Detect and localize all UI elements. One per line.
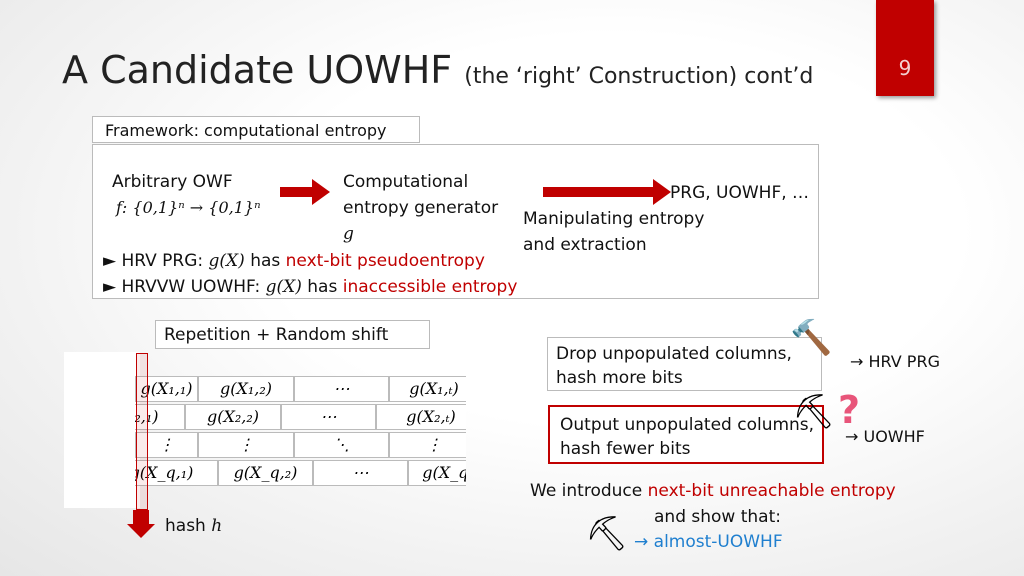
arrow-down-icon xyxy=(133,510,149,524)
table-cell: g(X₁,₁) xyxy=(135,376,198,402)
b1-red: next-bit pseudoentropy xyxy=(285,251,485,271)
table-cell: ⋮ xyxy=(198,432,294,458)
title-main: A Candidate UOWHF xyxy=(62,48,453,92)
b1-math: g(X) xyxy=(208,251,245,271)
owf-formula: f: {0,1}ⁿ → {0,1}ⁿ xyxy=(116,198,261,217)
manip-line1: Manipulating entropy xyxy=(523,209,705,229)
repetition-label: Repetition + Random shift xyxy=(155,320,430,349)
table-cell: g(X₂,₂) xyxy=(185,404,281,430)
gen-var: g xyxy=(343,224,354,244)
question-icon: ? xyxy=(838,388,861,432)
b2-pre: ► HRVVW UOWHF: xyxy=(103,277,266,297)
bullet-hrv-prg: ► HRV PRG: g(X) has next-bit pseudoentro… xyxy=(103,251,485,271)
table-cell: g(X_q,ₜ) xyxy=(408,460,466,486)
drop-box: Drop unpopulated columns, hash more bits xyxy=(547,337,822,391)
output-line2: hash fewer bits xyxy=(560,439,691,459)
drop-line1: Drop unpopulated columns, xyxy=(556,344,792,364)
intro-line1: We introduce next-bit unreachable entrop… xyxy=(530,481,896,501)
b2-mid: has xyxy=(301,277,343,297)
b1-mid: has xyxy=(244,251,286,271)
manip-line2: and extraction xyxy=(523,235,647,255)
intro-result: → almost-UOWHF xyxy=(634,532,783,552)
output-box: Output unpopulated columns, hash fewer bi… xyxy=(548,405,824,464)
table-cell: ⋱ xyxy=(294,432,389,458)
bullet-hrvvw-uowhf: ► HRVVW UOWHF: g(X) has inaccessible ent… xyxy=(103,277,517,297)
arrow-right-icon xyxy=(280,179,330,205)
table-cell: g(X₁,ₜ) xyxy=(389,376,466,402)
column-highlight xyxy=(136,353,148,510)
gen-line2: entropy generator xyxy=(343,198,499,218)
table-cell: ⋯ xyxy=(313,460,408,486)
hash-text: hash xyxy=(165,516,212,536)
pickaxe-icon: ⛏ xyxy=(792,392,836,432)
drop-line2: hash more bits xyxy=(556,368,683,388)
table-cell: g(X_q,₂) xyxy=(218,460,313,486)
table-cell: g(X₂,ₜ) xyxy=(376,404,466,430)
gen-line1: Computational xyxy=(343,172,469,192)
output-line1: Output unpopulated columns, xyxy=(560,415,815,435)
intro-pre: We introduce xyxy=(530,481,648,501)
table-cell: ⋯ xyxy=(294,376,389,402)
pickaxe-icon: ⛏ xyxy=(585,514,629,554)
intro-red: next-bit unreachable entropy xyxy=(647,481,896,501)
white-panel xyxy=(64,352,140,508)
slide-title: A Candidate UOWHF (the ‘right’ Construct… xyxy=(62,48,813,92)
b2-math: g(X) xyxy=(265,277,302,297)
hammer-icon: 🔨 xyxy=(790,318,833,358)
intro-line2: and show that: xyxy=(654,507,781,527)
table-cell: ⋮ xyxy=(135,432,198,458)
arrow-right-icon xyxy=(543,179,671,205)
b2-red: inaccessible entropy xyxy=(342,277,518,297)
table-cell: ⋮ xyxy=(389,432,466,458)
page-number-box xyxy=(876,0,934,96)
framework-result: PRG, UOWHF, … xyxy=(670,183,810,203)
output-result: → UOWHF xyxy=(845,427,925,446)
framework-box xyxy=(92,144,819,299)
framework-tab: Framework: computational entropy xyxy=(92,116,420,143)
entropy-table: g(X₁,₁)g(X₁,₂)⋯g(X₁,ₜ)g(X₂,₁)g(X₂,₂)⋯g(X… xyxy=(135,376,466,488)
owf-label: Arbitrary OWF xyxy=(112,172,233,192)
page-number: 9 xyxy=(898,56,912,80)
hash-var: h xyxy=(211,516,223,536)
hash-label: hash h xyxy=(165,516,222,536)
table-cell: g(X₂,₁) xyxy=(135,404,185,430)
b1-pre: ► HRV PRG: xyxy=(103,251,209,271)
table-cell: g(X_q,₁) xyxy=(135,460,218,486)
table-cell: ⋯ xyxy=(281,404,376,430)
drop-result: → HRV PRG xyxy=(850,352,940,371)
arrow-down-head xyxy=(127,524,155,538)
title-sub: (the ‘right’ Construction) cont’d xyxy=(464,64,814,89)
table-cell: g(X₁,₂) xyxy=(198,376,294,402)
